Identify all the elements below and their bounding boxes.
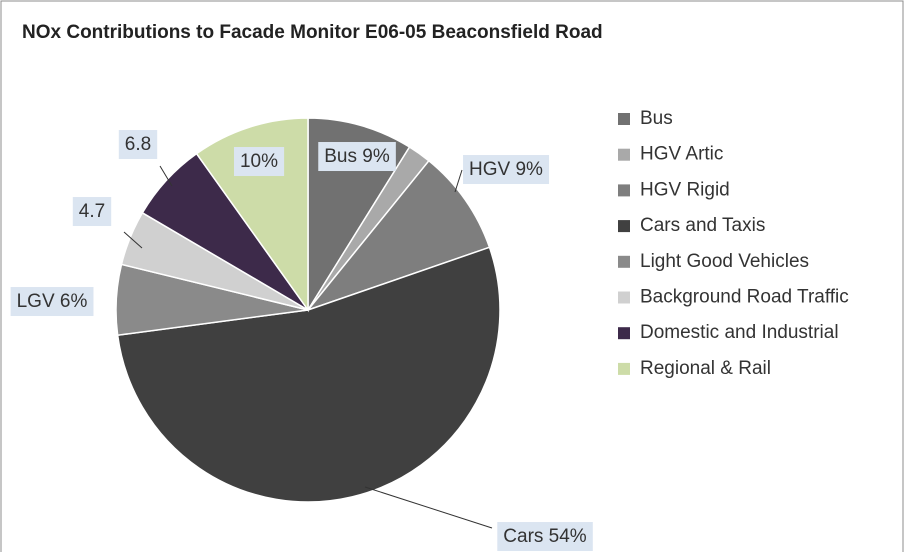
data-label-box [463,155,550,185]
leader-line [364,486,493,529]
data-label: 6.8 [118,130,158,160]
data-label-box [318,142,396,172]
legend-swatch [618,327,630,340]
data-label-text: Bus 9% [324,146,390,167]
legend-swatch [618,148,630,161]
legend-swatch [618,362,630,375]
data-label-box [10,287,94,317]
data-label-text: HGV 9% [469,159,543,180]
legend-label: Bus [640,108,673,129]
data-label-box [497,522,593,552]
pie-slice [305,159,491,312]
legend-label: Cars and Taxis [640,215,765,236]
pie-slice [116,246,501,503]
data-label-text: Cars 54% [503,526,587,547]
legend-label: Domestic and Industrial [640,322,839,343]
legend-label: Light Good Vehicles [640,251,809,272]
leader-line [454,169,463,193]
data-label-box [118,130,158,160]
leader-line [123,231,143,249]
legend-label: Regional & Rail [640,358,771,379]
data-label-box [72,197,112,227]
legend-swatch [618,220,630,233]
data-label: 10% [233,147,285,177]
legend-swatch [618,255,630,268]
data-label-text: 10% [240,151,278,172]
legend-swatch [618,291,630,304]
data-label-text: 6.8 [125,134,151,155]
legend-swatch [618,113,630,125]
chart-title: NOx Contributions to Facade Monitor E06-… [22,22,603,43]
data-label-text: 4.7 [79,201,105,222]
data-label: LGV 6% [10,287,94,317]
legend-label: HGV Rigid [640,179,730,200]
data-label: Cars 54% [497,522,593,552]
data-label-text: LGV 6% [17,291,88,312]
legend-swatch [618,184,630,197]
data-label-box [233,147,285,177]
data-label: 4.7 [72,197,112,227]
leader-line [159,165,173,187]
data-label: Bus 9% [318,142,396,172]
legend-label: HGV Artic [640,144,723,165]
data-label: HGV 9% [463,155,550,185]
legend-label: Background Road Traffic [640,287,849,308]
